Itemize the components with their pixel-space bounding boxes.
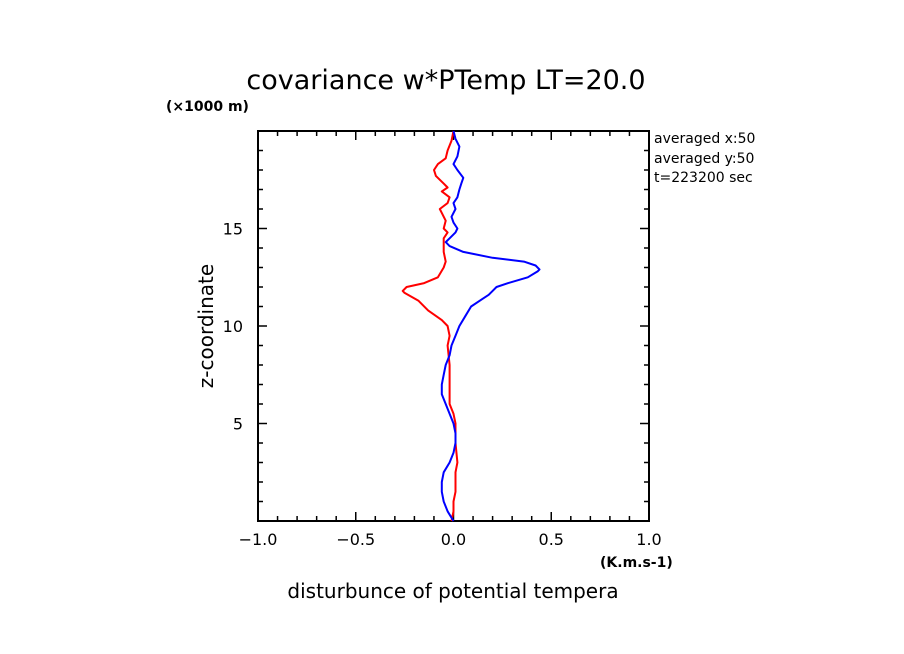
series-layer	[401, 130, 541, 522]
annotation-averaged-y: averaged y:50	[654, 151, 754, 167]
x-tick-label: −0.5	[336, 530, 375, 549]
y-unit-label: (×1000 m)	[166, 99, 249, 115]
y-tick-label: 10	[223, 317, 243, 336]
series-line-0	[401, 130, 459, 522]
x-tick-label: 0.0	[441, 530, 466, 549]
y-tick-label: 15	[223, 220, 243, 239]
annotation-time: t=223200 sec	[654, 170, 753, 186]
x-axis-label: disturbunce of potential tempera	[287, 579, 618, 603]
x-tick-label: −1.0	[239, 530, 278, 549]
annotation-averaged-x: averaged x:50	[654, 131, 755, 147]
series-line-1	[440, 130, 541, 522]
plot-frame	[257, 130, 650, 522]
ticks-layer: −1.0 −0.5 0.0 0.5 1.0 5 10 15	[223, 131, 662, 549]
chart-title: covariance w*PTemp LT=20.0	[246, 65, 645, 96]
x-unit-label: (K.m.s-1)	[600, 555, 673, 571]
y-tick-label: 5	[233, 415, 243, 434]
x-tick-label: 1.0	[636, 530, 661, 549]
y-axis-label: z-coordinate	[194, 264, 218, 388]
x-tick-label: 0.5	[539, 530, 564, 549]
